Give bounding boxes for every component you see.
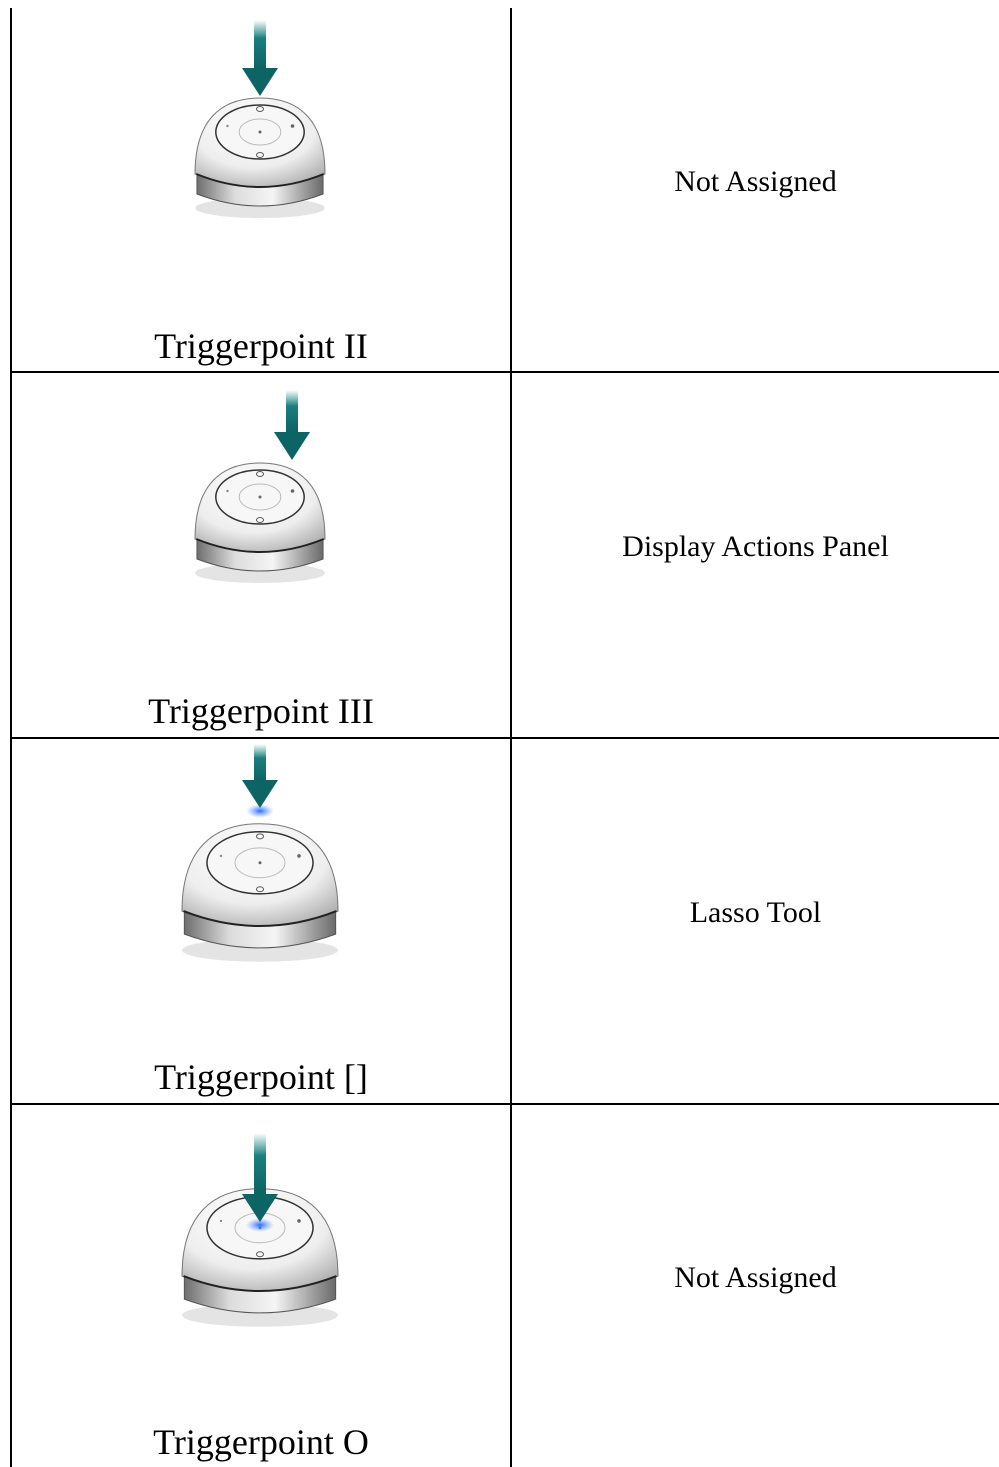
cell-label: Lasso Tool	[689, 896, 822, 929]
cell-label: Not Assigned	[674, 165, 837, 198]
device-icon-part	[254, 744, 266, 784]
device-icon-part	[297, 1219, 301, 1223]
device-icon-part	[242, 780, 278, 808]
device-icon-part	[254, 1133, 266, 1198]
device-icon-part	[286, 390, 298, 436]
device-icon-part	[246, 804, 274, 818]
cell-label: Triggerpoint III	[148, 691, 374, 731]
device-icon-part	[183, 910, 337, 927]
device-icon-part	[226, 489, 229, 493]
device-icon-part	[195, 538, 325, 553]
device-icon-part	[256, 471, 264, 477]
device-icon-part	[290, 489, 295, 493]
cell-label: Display Actions Panel	[622, 530, 889, 563]
device-icon-part	[219, 1219, 223, 1223]
cell-label: Triggerpoint O	[153, 1422, 369, 1462]
device-icon-part	[256, 517, 264, 523]
device-icon-part	[234, 847, 286, 879]
device-icon-part	[256, 886, 264, 893]
device-icon-part	[274, 432, 310, 460]
device-icon-part	[290, 124, 295, 128]
cell-label: Triggerpoint II	[154, 326, 368, 366]
device-icon-part	[246, 1218, 274, 1232]
device-icon-part	[258, 130, 262, 134]
device-icon-part	[254, 20, 266, 72]
device-icon-part	[242, 68, 278, 96]
device-icon-part	[256, 1251, 264, 1258]
device-icon-part	[226, 124, 229, 128]
device-icon-part	[297, 854, 301, 858]
device-icon-part	[242, 1194, 278, 1222]
cell-label: Not Assigned	[674, 1261, 837, 1294]
device-icon-part	[256, 152, 264, 158]
device-icon-part	[256, 106, 264, 112]
device-icon-part	[256, 833, 264, 840]
device-icon-part	[183, 1275, 337, 1292]
cell-label: Triggerpoint []	[154, 1057, 368, 1097]
device-icon-part	[195, 173, 325, 188]
device-icon-part	[258, 495, 262, 499]
device-icon-part	[258, 861, 262, 865]
device-icon-part	[238, 118, 282, 146]
device-icon-part	[238, 483, 282, 511]
device-icon-part	[219, 854, 223, 858]
